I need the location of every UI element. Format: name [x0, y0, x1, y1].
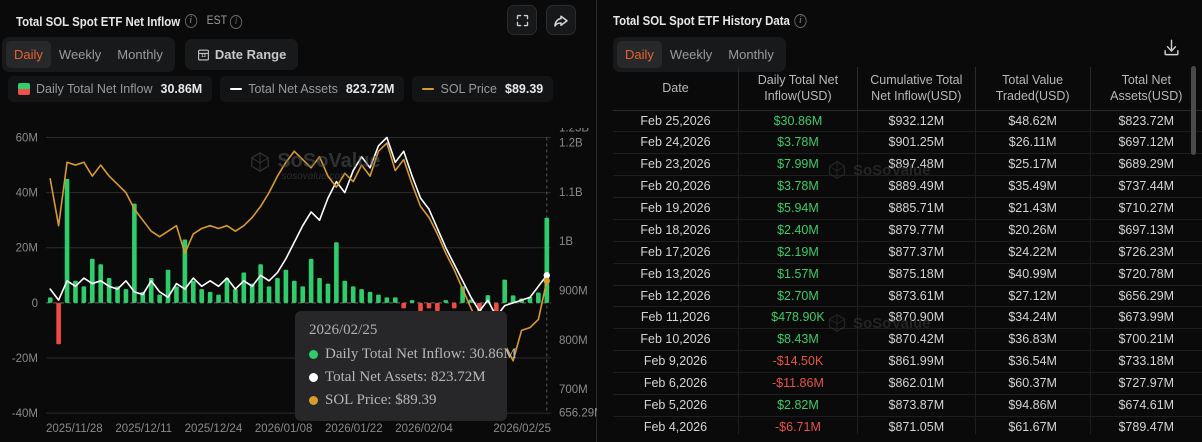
svg-text:40M: 40M — [16, 188, 38, 200]
svg-text:656.29M: 656.29M — [559, 407, 597, 419]
svg-text:700M: 700M — [559, 384, 588, 396]
svg-text:1B: 1B — [559, 236, 573, 248]
svg-text:0: 0 — [32, 298, 38, 310]
svg-text:20M: 20M — [16, 243, 38, 255]
svg-text:1.1B: 1.1B — [559, 187, 583, 199]
svg-text:800M: 800M — [559, 335, 588, 347]
svg-text:1.23B: 1.23B — [559, 128, 589, 135]
svg-text:-40M: -40M — [12, 408, 38, 420]
svg-text:-20M: -20M — [12, 353, 38, 365]
svg-text:900M: 900M — [559, 285, 588, 297]
svg-text:60M: 60M — [16, 133, 38, 145]
svg-text:1.2B: 1.2B — [559, 137, 583, 149]
svg-text:12: 12 — [201, 53, 206, 58]
